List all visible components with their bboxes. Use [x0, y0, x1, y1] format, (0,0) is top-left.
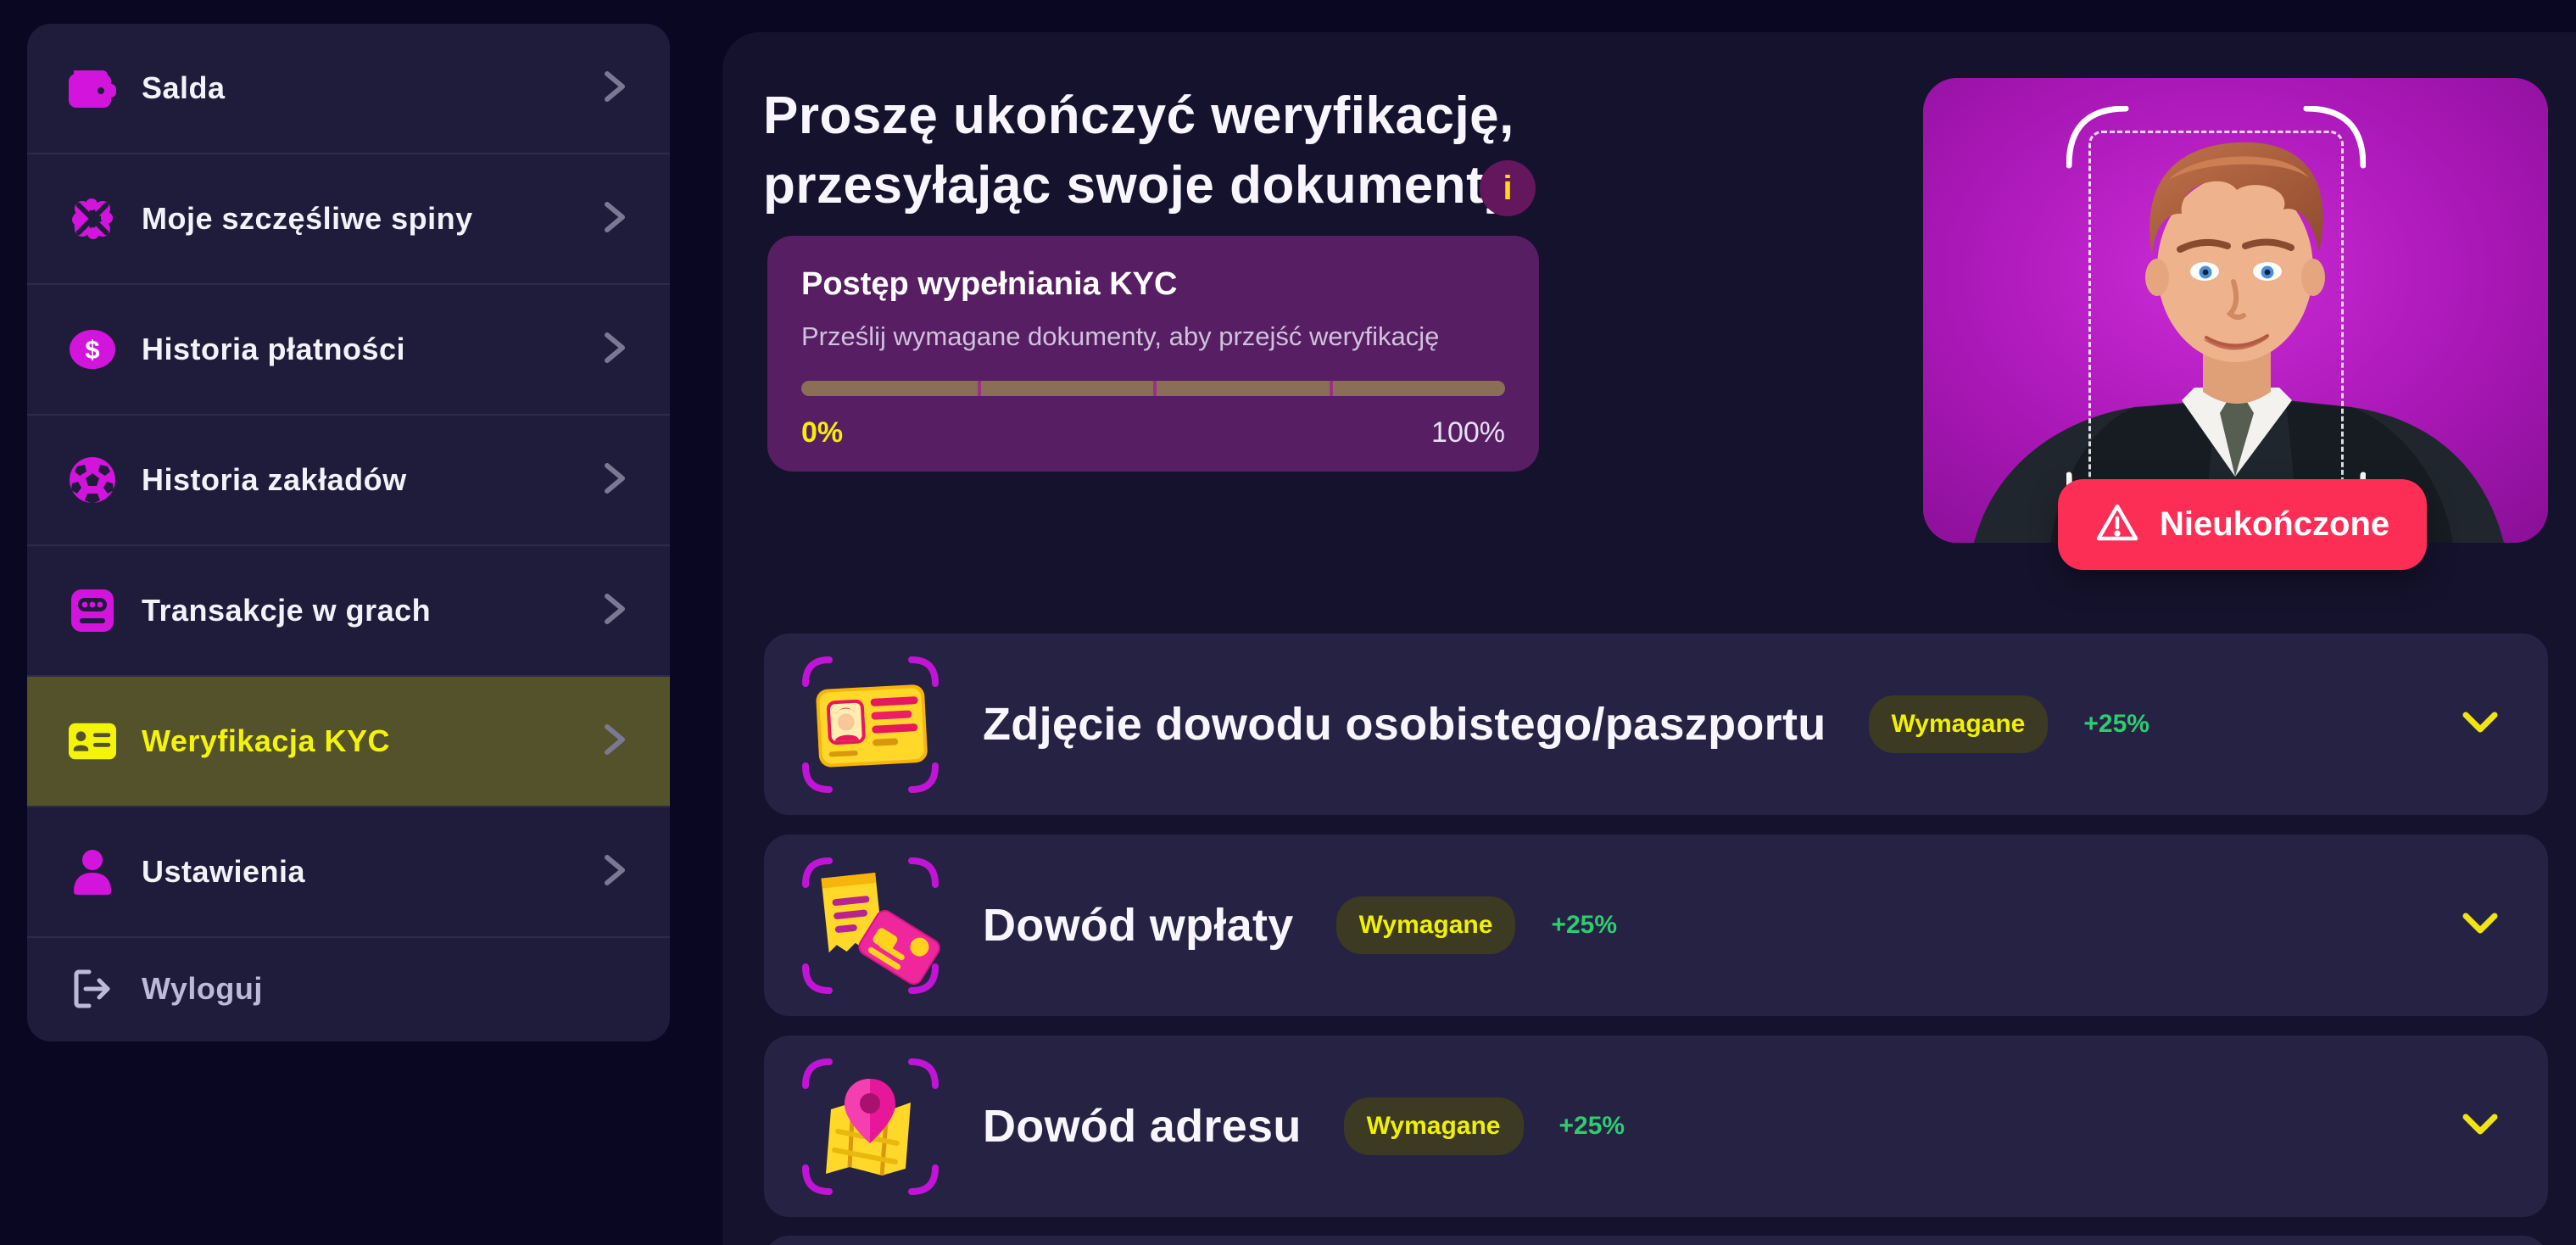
sidebar-item-ustawienia[interactable]: Ustawienia: [27, 807, 670, 938]
required-badge: Wymagane: [1335, 896, 1516, 954]
required-badge: Wymagane: [1868, 695, 2049, 753]
chevron-right-icon: [602, 199, 627, 239]
progress-bar-divider: [1153, 381, 1157, 396]
bonus-percent: +25%: [1551, 911, 1618, 939]
progress-title: Postęp wypełniania KYC: [801, 266, 1178, 302]
status-badge[interactable]: Nieukończone: [2058, 479, 2428, 570]
face-dashed-frame: [2088, 131, 2344, 510]
deposit-receipt-icon: [794, 849, 947, 1002]
doc-title: Dowód adresu: [983, 1101, 1302, 1152]
sidebar-item-label: Salda: [142, 70, 226, 105]
progress-max-label: 100%: [1431, 416, 1505, 449]
page-title-line2: przesyłając swoje dokumenty: [763, 156, 1514, 215]
svg-text:$: $: [85, 335, 99, 365]
sidebar-menu: Salda: [27, 24, 670, 1041]
sidebar-item-label: Historia płatności: [142, 332, 406, 366]
doc-title: Dowód wpłaty: [983, 900, 1294, 951]
sidebar: Salda: [0, 0, 722, 1245]
game-machine-icon: [69, 587, 116, 634]
chevron-down-icon[interactable]: [2462, 912, 2499, 940]
bonus-percent: +25%: [1558, 1112, 1625, 1140]
progress-bar-divider: [977, 381, 981, 396]
chevron-right-icon: [602, 591, 627, 631]
chevron-right-icon: [602, 69, 627, 109]
doc-row-deposit-proof[interactable]: Dowód wpłaty Wymagane +25%: [764, 835, 2548, 1016]
sidebar-item-label: Weryfikacja KYC: [142, 723, 390, 758]
status-badge-label: Nieukończone: [2160, 505, 2390, 543]
person-icon: [69, 848, 116, 896]
id-document-icon: [794, 648, 947, 801]
kyc-main-panel: Proszę ukończyć weryfikację, przesyłając…: [722, 32, 2576, 1245]
sidebar-item-historia-platnosci[interactable]: $ Historia płatności: [27, 285, 670, 416]
chevron-right-icon: [602, 330, 627, 370]
wallet-icon: [69, 64, 116, 112]
warning-triangle-icon: [2095, 502, 2139, 547]
chevron-right-icon: [602, 852, 627, 892]
sidebar-item-historia-zakladow[interactable]: Historia zakładów: [27, 416, 670, 546]
clover-icon: [69, 195, 116, 243]
bonus-percent: +25%: [2083, 710, 2149, 738]
page-title: Proszę ukończyć weryfikację, przesyłając…: [763, 81, 1514, 221]
id-card-icon: [69, 717, 116, 765]
sidebar-item-label: Historia zakładów: [142, 462, 407, 497]
chevron-right-icon: [602, 722, 627, 762]
logout-button[interactable]: Wyloguj: [27, 938, 670, 1040]
logout-label: Wyloguj: [142, 971, 263, 1006]
info-icon-glyph: i: [1503, 169, 1513, 207]
doc-row-id-photo[interactable]: Zdjęcie dowodu osobistego/paszportu Wyma…: [764, 634, 2548, 815]
sidebar-item-label: Transakcje w grach: [142, 593, 432, 628]
dollar-coin-icon: $: [69, 326, 116, 373]
soccer-ball-icon: [69, 456, 116, 504]
chevron-down-icon[interactable]: [2462, 711, 2499, 739]
required-badge: Wymagane: [1343, 1097, 1524, 1155]
sidebar-item-salda[interactable]: Salda: [27, 24, 670, 154]
progress-subtitle: Prześlij wymagane dokumenty, aby przejść…: [801, 321, 1440, 351]
sidebar-item-label: Moje szczęśliwe spiny: [142, 201, 473, 236]
verification-photo: [1923, 78, 2548, 543]
sidebar-item-weryfikacja-kyc[interactable]: Weryfikacja KYC: [27, 677, 670, 807]
doc-row-partial[interactable]: [764, 1236, 2548, 1245]
page-title-line1: Proszę ukończyć weryfikację,: [763, 87, 1514, 145]
progress-bar-divider: [1329, 381, 1333, 396]
doc-row-address-proof[interactable]: Dowód adresu Wymagane +25%: [764, 1036, 2548, 1217]
sidebar-item-label: Ustawienia: [142, 854, 306, 889]
sidebar-item-transakcje[interactable]: Transakcje w grach: [27, 546, 670, 677]
info-icon[interactable]: i: [1480, 160, 1536, 216]
chevron-right-icon: [602, 461, 627, 500]
logout-icon: [69, 965, 116, 1013]
doc-title: Zdjęcie dowodu osobistego/paszportu: [983, 699, 1826, 750]
chevron-down-icon[interactable]: [2462, 1113, 2499, 1141]
progress-min-label: 0%: [801, 416, 844, 449]
kyc-progress-card: Postęp wypełniania KYC Prześlij wymagane…: [767, 236, 1539, 472]
progress-bar: [801, 381, 1505, 396]
address-map-icon: [794, 1050, 947, 1203]
sidebar-item-moje-spiny[interactable]: Moje szczęśliwe spiny: [27, 154, 670, 285]
